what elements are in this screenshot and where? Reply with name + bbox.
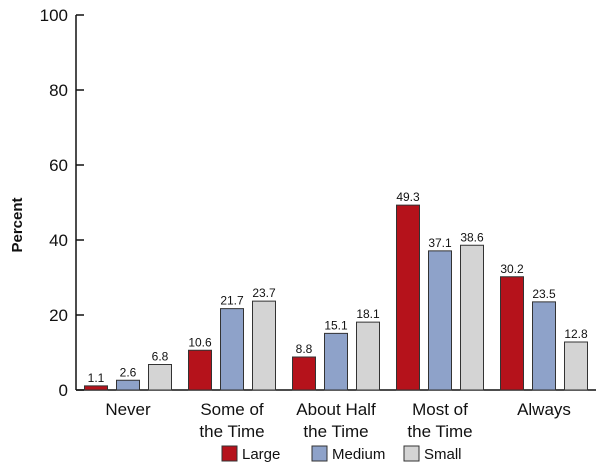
data-label-medium-1: 21.7 (220, 294, 244, 308)
bar-large-2 (292, 356, 316, 391)
category-label-3: Most of the Time (407, 400, 472, 441)
y-axis-label: Percent (9, 197, 26, 252)
data-label-small-2: 18.1 (356, 307, 380, 321)
legend-swatch-small (403, 445, 420, 462)
category-label-2: About Half the Time (296, 400, 376, 441)
legend-swatch-large (221, 445, 238, 462)
data-label-large-4: 30.2 (500, 262, 524, 276)
data-label-small-0: 6.8 (152, 350, 169, 364)
bar-small-4 (564, 341, 588, 391)
y-tick-label: 20 (49, 306, 68, 325)
y-tick-label: 80 (49, 81, 68, 100)
data-label-small-4: 12.8 (564, 327, 588, 341)
data-labels: 1.1 2.6 6.8 10.6 21.7 23.7 8.8 15.1 18.1 49.3 37.1… (88, 190, 588, 385)
bars (84, 204, 588, 391)
bar-medium-0 (116, 379, 140, 391)
bar-large-4 (500, 276, 524, 391)
bar-small-2 (356, 321, 380, 391)
bar-large-0 (84, 385, 108, 391)
bar-large-3 (396, 204, 420, 391)
data-label-large-0: 1.1 (88, 371, 105, 385)
data-label-large-1: 10.6 (188, 335, 212, 349)
data-label-large-2: 8.8 (296, 342, 313, 356)
bar-small-0 (148, 364, 172, 391)
data-label-medium-0: 2.6 (120, 365, 137, 379)
legend-label-large: Large (242, 446, 280, 463)
data-label-small-3: 38.6 (460, 230, 484, 244)
bar-medium-3 (428, 250, 452, 391)
data-label-medium-4: 23.5 (532, 287, 556, 301)
bar-small-1 (252, 300, 276, 391)
legend: Large Medium Small (221, 445, 462, 463)
data-label-large-3: 49.3 (396, 190, 420, 204)
data-label-small-1: 23.7 (252, 286, 276, 300)
y-tick-label: 60 (49, 156, 68, 175)
category-label-0: Never (105, 400, 151, 419)
bar-medium-4 (532, 301, 556, 391)
data-label-medium-3: 37.1 (428, 236, 452, 250)
y-tick-label: 0 (59, 381, 68, 400)
category-label-1: Some of the Time (199, 400, 264, 441)
bar-medium-1 (220, 308, 244, 391)
legend-label-medium: Medium (332, 446, 385, 463)
y-tick-label: 40 (49, 231, 68, 250)
category-labels: Never Some of the Time About Half the Time Mo… (105, 400, 571, 441)
bar-medium-2 (324, 332, 348, 391)
bar-large-1 (188, 349, 212, 391)
legend-label-small: Small (424, 446, 462, 463)
legend-swatch-medium (311, 445, 328, 462)
data-label-medium-2: 15.1 (324, 318, 348, 332)
category-label-4: Always (517, 400, 571, 419)
y-tick-label: 100 (40, 6, 68, 25)
bar-small-3 (460, 244, 484, 391)
